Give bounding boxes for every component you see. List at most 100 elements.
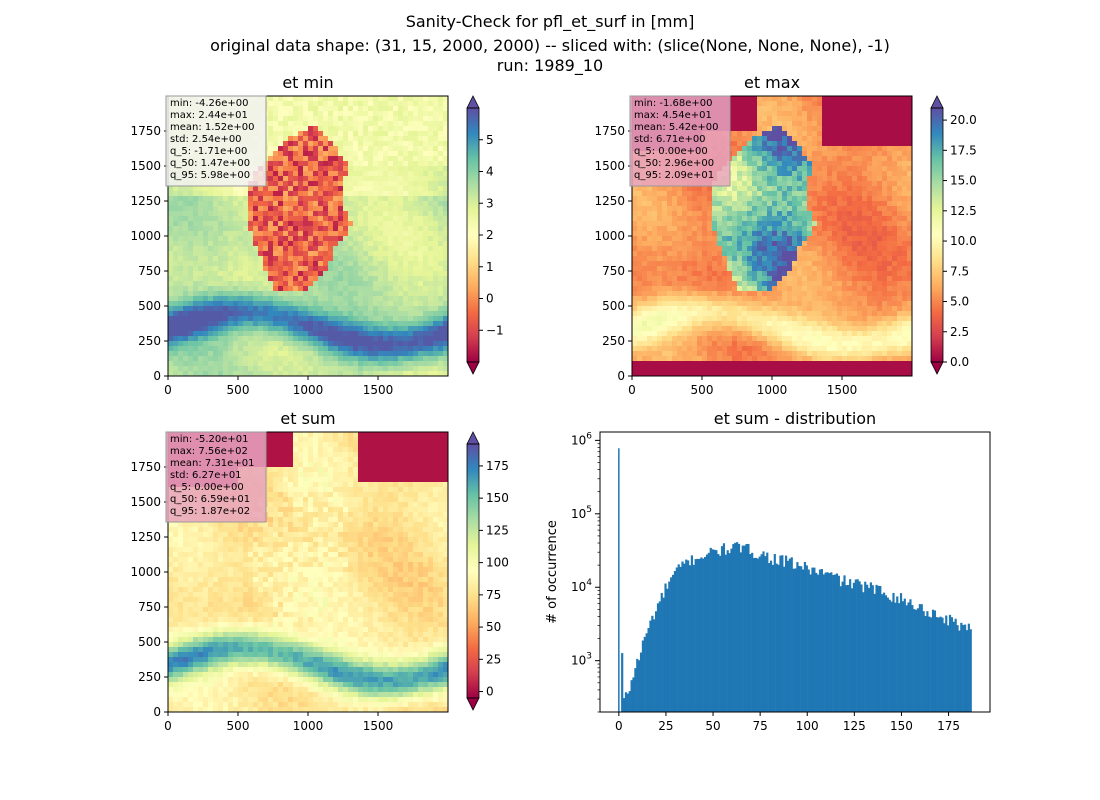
y-tick-label: 750 [138, 264, 161, 278]
histogram-bar [899, 593, 903, 712]
histogram-bar [643, 636, 646, 712]
histogram-bar [877, 585, 880, 712]
x-tick-label: 175 [937, 719, 960, 733]
colorbar-tick-label: 1 [486, 260, 494, 274]
histogram-bar [658, 601, 661, 712]
colorbar-tick-label: 0 [486, 685, 494, 699]
y-tick-label: 500 [602, 299, 625, 313]
histogram-bar [835, 573, 839, 712]
colorbar-extend-min [466, 697, 480, 711]
axes-title: et min [282, 73, 333, 92]
histogram-bar [879, 585, 882, 712]
x-tick-label: 0 [164, 719, 172, 733]
histogram-bar [670, 577, 673, 712]
histogram-bar [754, 557, 758, 712]
heatmap-panel-2: et max 0 500 1000 1500 0 250 500 750 1000 1250 1500… [594, 73, 976, 397]
histogram-bar [858, 581, 861, 712]
histogram-bar [864, 581, 867, 712]
histogram-bar [837, 575, 840, 712]
histogram-bar [781, 555, 784, 712]
colorbar-tick-label: 125 [486, 523, 509, 537]
figure-title-line-3: run: 1989_10 [496, 56, 604, 75]
y-tick-label: 1500 [594, 159, 625, 173]
stats-line: std: 6.71e+00 [634, 134, 706, 145]
axes-title: et sum [280, 409, 335, 428]
histogram-bar [769, 560, 773, 712]
y-tick-label: 0 [153, 369, 161, 383]
histogram-bar [696, 558, 699, 712]
y-tick-label: 250 [602, 334, 625, 348]
histogram-bar [918, 604, 921, 712]
histogram-bar [901, 601, 905, 712]
histogram-bar [866, 584, 869, 712]
y-tick-label: 1000 [594, 229, 625, 243]
histogram-bar [915, 609, 918, 712]
histogram-bars [618, 448, 972, 712]
histogram-bar [762, 551, 765, 712]
histogram-bar [745, 543, 748, 712]
histogram-bar [969, 629, 972, 712]
histogram-bar [730, 548, 733, 712]
histogram-bar [856, 579, 859, 712]
histogram-bar [800, 566, 803, 712]
y-tick-label: 1000 [130, 565, 161, 579]
histogram-bar [798, 565, 801, 712]
x-tick-label: 50 [705, 719, 720, 733]
y-tick-label: 1750 [594, 124, 625, 138]
histogram-bar [649, 620, 652, 712]
histogram-bar [818, 569, 822, 712]
stats-line: q_95: 2.09e+01 [634, 170, 714, 181]
histogram-bar [886, 597, 889, 712]
histogram-bar [736, 542, 739, 712]
histogram-bar [700, 557, 703, 712]
histogram-bar [820, 569, 823, 712]
histogram-bar [794, 568, 797, 712]
axes-frame [599, 431, 991, 713]
histogram-bar [801, 569, 805, 712]
histogram-bar [707, 552, 710, 712]
histogram-bar [705, 554, 709, 712]
histogram-bar [732, 544, 735, 712]
histogram-bar [741, 545, 744, 712]
x-tick-label: 1500 [363, 383, 394, 397]
histogram-bar [869, 582, 872, 712]
stats-line: max: 7.56e+02 [170, 446, 248, 457]
histogram-bar [884, 595, 888, 712]
histogram-bar [952, 621, 955, 712]
histogram-bar [628, 691, 631, 712]
stats-line: q_5: 0.00e+00 [634, 146, 708, 157]
histogram-bar [739, 552, 742, 712]
histogram-bar [634, 668, 637, 712]
colorbar-tick-label: 175 [486, 459, 509, 473]
colorbar: 0.0 2.5 5.0 7.5 10.0 12.5 15.0 17.5 20.0 [930, 95, 977, 375]
histogram-bar [909, 599, 912, 712]
histogram-bar [854, 579, 857, 712]
stats-line: mean: 7.31e+01 [170, 458, 254, 469]
histogram-bar [673, 571, 677, 712]
histogram-bar [894, 602, 897, 712]
axes-title: et max [744, 73, 800, 92]
stats-line: max: 4.54e+01 [634, 110, 712, 121]
histogram-bar [860, 584, 863, 712]
histogram-bar [751, 552, 754, 712]
y-tick-label: 104 [571, 578, 592, 594]
y-tick-label: 500 [138, 299, 161, 313]
histogram-bar [805, 565, 808, 712]
histogram-bar [747, 543, 750, 712]
colorbar-tick-label: 5 [486, 133, 494, 147]
y-tick-label: 250 [138, 334, 161, 348]
histogram-bar [905, 605, 908, 712]
histogram-bar [930, 617, 933, 712]
histogram-bar [647, 628, 650, 712]
histogram-bar [704, 556, 707, 712]
x-tick-label: 125 [843, 719, 866, 733]
stats-line: q_5: 0.00e+00 [170, 482, 244, 493]
histogram-bar [941, 617, 944, 712]
colorbar-tick-label: 100 [486, 556, 509, 570]
x-tick-label: 1000 [757, 383, 788, 397]
histogram-bar [888, 599, 891, 712]
histogram-bar [937, 617, 940, 712]
